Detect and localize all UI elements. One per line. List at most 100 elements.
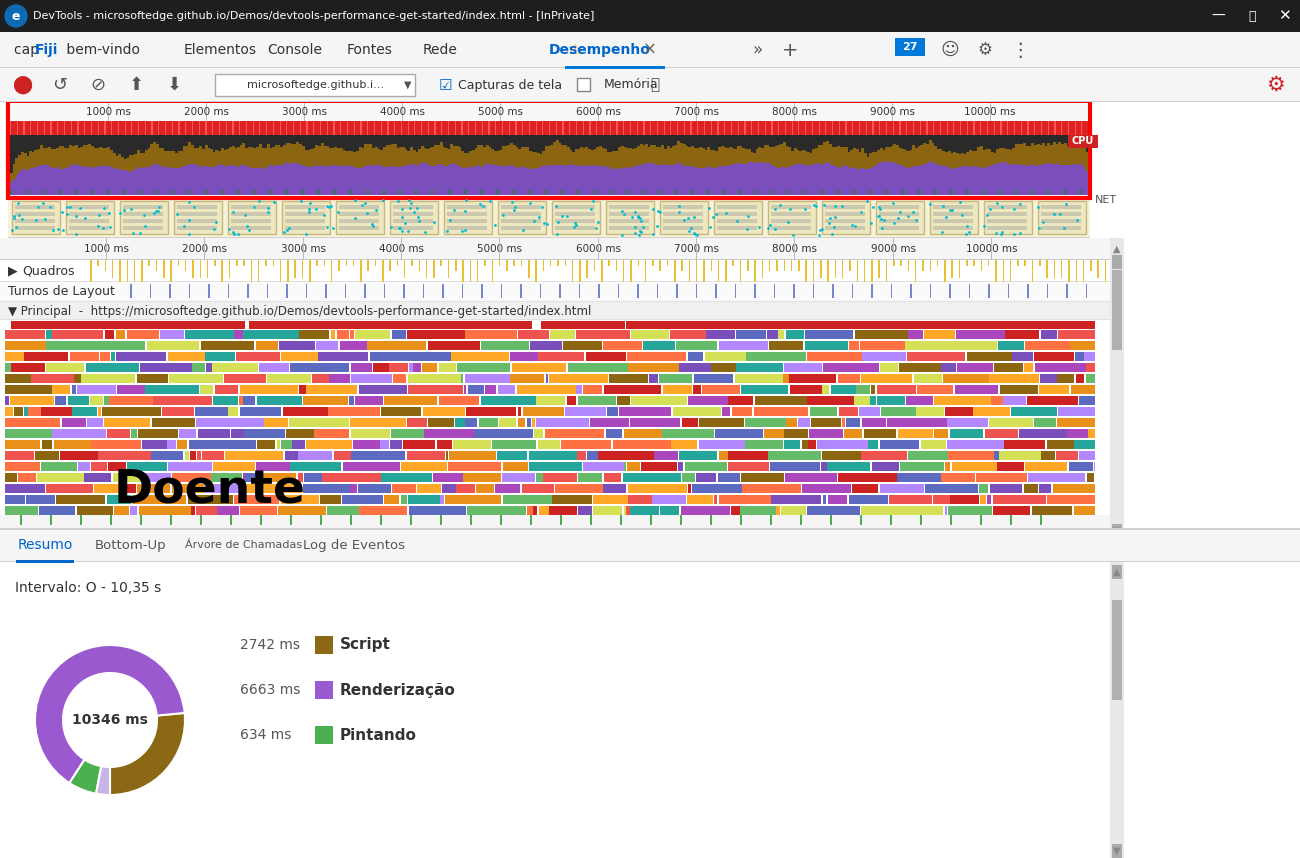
Bar <box>104 396 109 405</box>
Bar <box>131 495 186 504</box>
Bar <box>888 418 946 427</box>
Bar <box>18 473 36 482</box>
Bar <box>439 321 455 329</box>
Bar <box>0 320 1110 525</box>
Bar <box>540 154 542 166</box>
Bar <box>864 429 896 438</box>
Bar <box>351 363 372 372</box>
Bar <box>403 284 404 298</box>
Bar <box>878 149 880 163</box>
Bar <box>823 321 844 329</box>
Bar <box>793 165 797 195</box>
Bar <box>914 374 942 383</box>
Bar <box>166 168 170 195</box>
Bar <box>681 321 696 329</box>
Bar <box>191 164 194 195</box>
Bar <box>672 165 675 195</box>
Bar <box>58 190 61 194</box>
Text: ⋮: ⋮ <box>1010 40 1030 59</box>
Bar <box>552 142 556 166</box>
Bar <box>312 321 318 329</box>
Bar <box>744 321 746 329</box>
Text: 8000 ms: 8000 ms <box>772 244 818 254</box>
Bar <box>289 418 311 427</box>
Bar <box>156 260 157 271</box>
Text: 5000 ms: 5000 ms <box>477 244 523 254</box>
Bar <box>256 473 295 482</box>
Bar <box>465 418 477 427</box>
Text: ▼: ▼ <box>1113 846 1121 856</box>
Bar <box>337 166 339 195</box>
Bar <box>680 451 716 460</box>
Bar <box>577 190 580 194</box>
Text: ▼: ▼ <box>404 80 412 90</box>
Bar <box>23 153 26 171</box>
Bar <box>445 166 448 195</box>
Bar <box>1013 164 1015 195</box>
Bar <box>1110 562 1124 858</box>
Bar <box>656 284 658 298</box>
Bar <box>12 201 60 234</box>
Text: Doente: Doente <box>114 468 306 512</box>
Bar <box>728 451 768 460</box>
Bar <box>83 167 86 195</box>
Bar <box>39 506 75 515</box>
Bar <box>139 168 143 195</box>
Bar <box>34 150 38 167</box>
Text: ✕: ✕ <box>1278 9 1291 23</box>
Bar <box>447 190 450 194</box>
Bar <box>829 515 832 525</box>
Bar <box>702 385 740 394</box>
Bar <box>294 162 296 195</box>
Bar <box>355 321 361 329</box>
Text: 9000 ms: 9000 ms <box>871 244 915 254</box>
Bar <box>464 190 465 194</box>
Bar <box>853 190 855 194</box>
Bar <box>920 165 923 195</box>
Bar <box>660 506 679 515</box>
Bar <box>1023 363 1034 372</box>
Bar <box>510 352 538 361</box>
Bar <box>356 151 359 168</box>
Bar <box>29 151 32 168</box>
Bar <box>321 143 324 166</box>
Bar <box>637 284 638 298</box>
Bar <box>143 321 157 329</box>
Bar <box>325 284 326 298</box>
Bar <box>566 321 585 329</box>
Bar <box>152 451 183 460</box>
Bar <box>286 321 303 329</box>
Bar <box>1027 284 1028 298</box>
Bar <box>264 168 266 195</box>
Bar <box>918 146 920 166</box>
Bar <box>863 154 867 169</box>
Bar <box>413 321 437 329</box>
Bar <box>426 164 429 195</box>
Bar <box>784 429 809 438</box>
Bar <box>681 473 696 482</box>
Bar <box>468 385 484 394</box>
Bar <box>978 147 980 167</box>
Bar <box>32 321 57 329</box>
Bar <box>788 148 792 166</box>
Bar <box>42 462 77 471</box>
Bar <box>798 418 810 427</box>
Bar <box>868 440 878 449</box>
Bar <box>61 169 64 195</box>
Bar <box>898 363 941 372</box>
Bar <box>382 166 386 195</box>
Bar <box>689 321 699 329</box>
Bar <box>857 260 858 282</box>
Bar <box>867 169 870 195</box>
Bar <box>946 341 997 350</box>
Bar <box>640 164 642 195</box>
Bar <box>945 462 950 471</box>
Bar <box>320 495 341 504</box>
Bar <box>826 226 864 230</box>
Bar <box>696 321 710 329</box>
Bar <box>689 321 693 329</box>
Bar <box>655 166 659 195</box>
Text: 6000 ms: 6000 ms <box>576 244 620 254</box>
Text: CPU: CPU <box>1072 136 1095 146</box>
Bar <box>424 321 438 329</box>
